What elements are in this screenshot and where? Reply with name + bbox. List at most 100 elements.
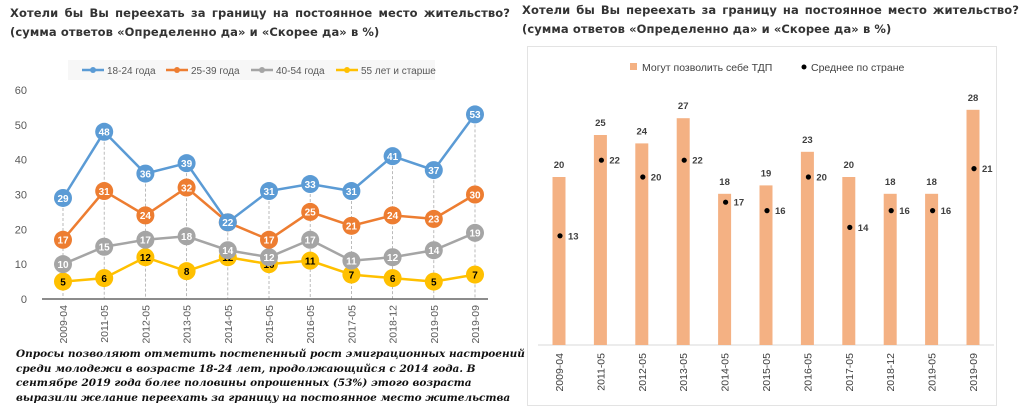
legend-marker-1 xyxy=(174,67,180,73)
legend-marker-3 xyxy=(344,67,350,73)
data-label: 6 xyxy=(390,274,396,285)
data-label: 22 xyxy=(222,218,234,229)
data-point xyxy=(136,230,155,249)
data-label: 53 xyxy=(469,110,481,121)
x-tick-label: 2018-12 xyxy=(388,305,400,344)
data-label: 30 xyxy=(469,190,481,201)
data-label: 36 xyxy=(140,169,152,180)
data-point xyxy=(95,182,114,201)
data-point xyxy=(383,269,402,288)
series-0: 29 48 36 39 22 31 33 31 41 37 53 xyxy=(54,105,484,232)
y-tick-label: 50 xyxy=(15,120,27,132)
x-tick-label: 2012-05 xyxy=(140,305,152,344)
x-tick-label: 2011-05 xyxy=(99,305,111,343)
data-label: 12 xyxy=(140,253,152,264)
right-chart-frame xyxy=(527,46,997,406)
data-point xyxy=(342,265,361,284)
data-point xyxy=(466,185,484,204)
data-point xyxy=(301,251,320,270)
data-label: 12 xyxy=(387,253,399,264)
y-tick-label: 40 xyxy=(15,155,27,167)
x-tick-label: 2014-05 xyxy=(223,305,235,344)
data-label: 48 xyxy=(99,128,111,139)
right-chart-title: Хотели бы Вы переехать за границу на пос… xyxy=(522,3,1019,36)
data-label: 18 xyxy=(181,232,193,243)
data-point xyxy=(218,241,237,260)
data-point xyxy=(424,161,443,180)
data-point xyxy=(177,262,196,281)
x-tick-label: 2019-05 xyxy=(429,305,441,344)
legend-marker-0 xyxy=(90,67,96,73)
data-label: 5 xyxy=(60,277,66,288)
y-tick-label: 30 xyxy=(15,190,27,202)
data-label: 12 xyxy=(263,253,275,264)
data-point xyxy=(95,122,114,141)
y-tick-label: 0 xyxy=(21,294,27,306)
legend-label-3: 55 лет и старше xyxy=(361,66,436,77)
data-label: 25 xyxy=(305,208,317,219)
data-point xyxy=(177,227,196,246)
data-point xyxy=(466,265,484,284)
data-label: 5 xyxy=(431,277,437,288)
legend-label-0: 18-24 года xyxy=(107,66,156,77)
data-label: 6 xyxy=(101,274,107,285)
x-tick-label: 2009-04 xyxy=(58,305,70,344)
data-point xyxy=(466,223,484,242)
data-label: 31 xyxy=(263,187,275,198)
data-point xyxy=(383,248,402,267)
data-label: 32 xyxy=(181,183,193,194)
data-label: 41 xyxy=(387,152,399,163)
data-point xyxy=(136,248,155,267)
left-chart-title: Хотели бы Вы переехать за границу на пос… xyxy=(10,6,510,39)
data-point xyxy=(342,216,361,235)
legend-marker-2 xyxy=(259,67,265,73)
data-point xyxy=(301,202,320,221)
data-point xyxy=(301,175,320,194)
data-point xyxy=(424,209,443,228)
data-label: 11 xyxy=(305,256,316,267)
data-label: 31 xyxy=(346,187,358,198)
y-tick-label: 20 xyxy=(15,224,27,236)
data-label: 7 xyxy=(472,270,478,281)
data-point xyxy=(177,154,196,173)
data-label: 37 xyxy=(428,166,440,177)
data-label: 33 xyxy=(305,180,317,191)
data-label: 24 xyxy=(387,211,399,222)
x-tick-label: 2015-05 xyxy=(264,305,276,344)
series-2: 10 15 17 18 14 12 17 11 12 14 19 xyxy=(54,223,484,274)
data-label: 39 xyxy=(181,159,193,170)
left-chart-caption: Опросы позволяют отметить постепенный ро… xyxy=(16,348,525,404)
x-tick-label: 2013-05 xyxy=(182,305,194,344)
data-point xyxy=(54,188,72,207)
line-chart: 18-24 года 25-39 года 40-54 года 55 лет и с… xyxy=(15,60,488,344)
data-label: 19 xyxy=(469,229,481,240)
data-point xyxy=(136,164,155,183)
data-point xyxy=(260,182,278,201)
data-label: 17 xyxy=(140,236,152,247)
data-point xyxy=(301,230,320,249)
data-point xyxy=(136,206,155,225)
data-point xyxy=(260,230,278,249)
data-label: 31 xyxy=(99,187,111,198)
y-tick-label: 10 xyxy=(15,259,27,271)
data-label: 15 xyxy=(99,243,111,254)
data-point xyxy=(342,182,361,201)
data-label: 21 xyxy=(346,222,358,233)
data-point xyxy=(466,105,484,124)
data-label: 11 xyxy=(346,256,357,267)
data-point xyxy=(342,251,361,270)
data-point xyxy=(95,237,114,256)
data-label: 24 xyxy=(140,211,152,222)
legend-label-1: 25-39 года xyxy=(191,66,240,77)
data-point xyxy=(54,255,72,274)
data-point xyxy=(95,269,114,288)
data-label: 23 xyxy=(428,215,440,226)
data-label: 29 xyxy=(57,194,69,205)
data-point xyxy=(260,248,278,267)
data-point xyxy=(177,178,196,197)
data-point xyxy=(424,272,443,291)
data-label: 14 xyxy=(428,246,440,257)
data-point xyxy=(424,241,443,260)
data-label: 10 xyxy=(57,260,69,271)
data-point xyxy=(54,230,72,249)
